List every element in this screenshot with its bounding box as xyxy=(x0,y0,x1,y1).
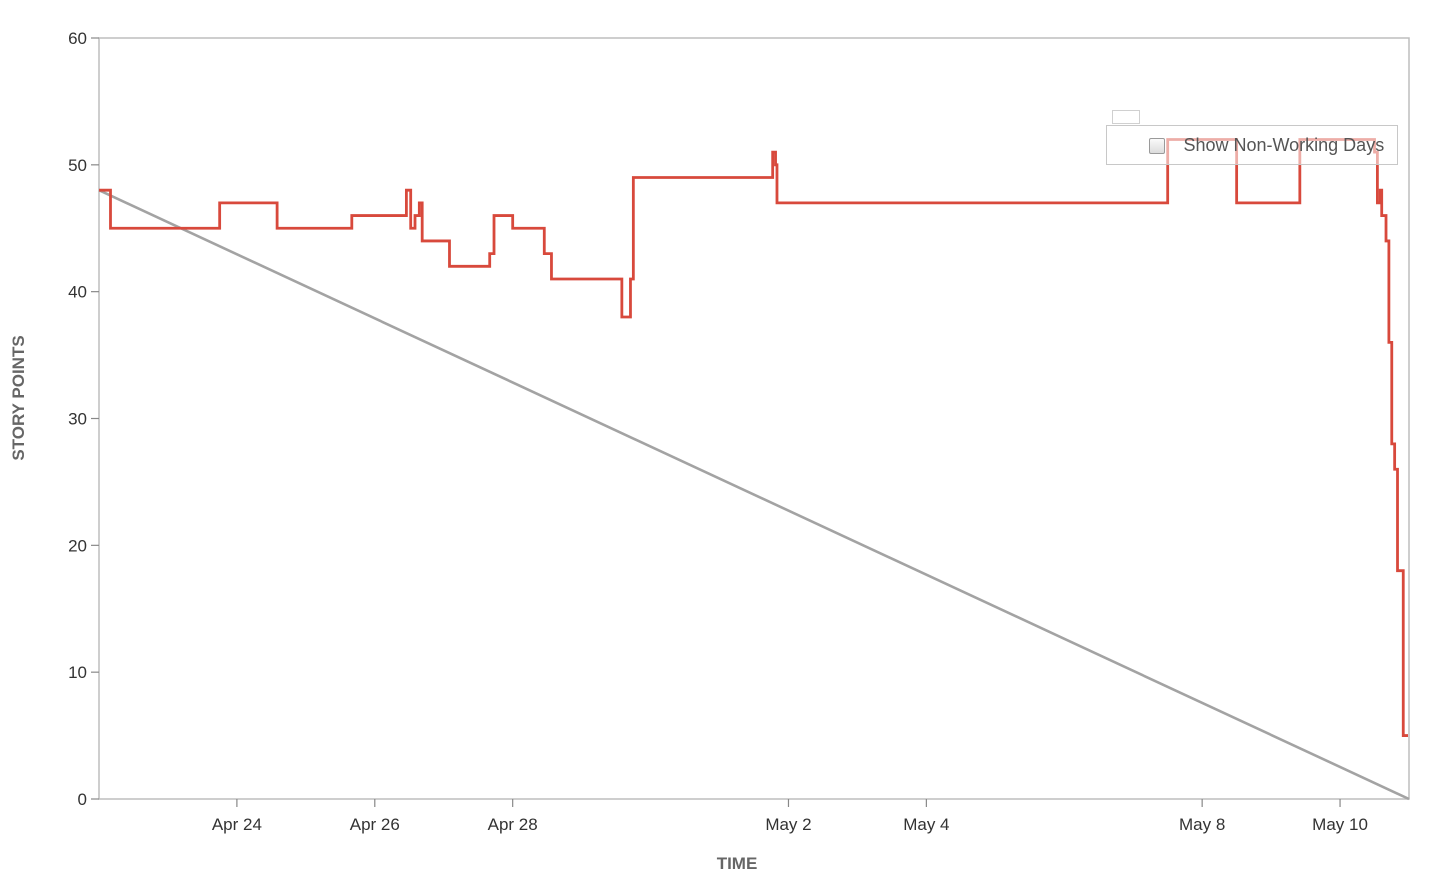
x-axis-ticks: Apr 24 Apr 26 Apr 28 May 2 May 4 May 8 May 10 xyxy=(212,799,1368,834)
y-axis-title: STORY POINTS xyxy=(9,335,28,460)
remaining-values-layer xyxy=(99,138,1408,737)
y-tick-label: 30 xyxy=(68,410,87,429)
remaining-series-line xyxy=(99,138,1408,737)
non-working-days-checkbox[interactable] xyxy=(1149,137,1165,154)
y-tick-label: 20 xyxy=(68,536,87,555)
x-axis-title: TIME xyxy=(717,854,758,873)
legend-panel: Show Non-Working Days xyxy=(1106,125,1398,165)
non-working-days-toggle[interactable]: Show Non-Working Days xyxy=(1149,135,1384,156)
x-tick-label: May 4 xyxy=(903,815,949,834)
y-tick-label: 50 xyxy=(68,156,87,175)
y-tick-label: 40 xyxy=(68,283,87,302)
non-working-days-label: Show Non-Working Days xyxy=(1183,135,1385,155)
x-tick-label: Apr 26 xyxy=(350,815,400,834)
guide-line-layer xyxy=(98,189,1410,801)
y-tick-label: 10 xyxy=(68,663,87,682)
x-tick-label: May 8 xyxy=(1179,815,1225,834)
y-axis-ticks: 0 10 20 30 40 50 60 xyxy=(68,29,99,809)
x-tick-label: Apr 24 xyxy=(212,815,262,834)
x-tick-label: Apr 28 xyxy=(488,815,538,834)
guideline-series-line xyxy=(98,189,1410,801)
x-tick-label: May 2 xyxy=(765,815,811,834)
legend-ghost-artifact xyxy=(1112,110,1202,124)
ghost-checkbox xyxy=(1112,110,1140,124)
y-tick-label: 60 xyxy=(68,29,87,48)
x-tick-label: May 10 xyxy=(1312,815,1368,834)
y-tick-label: 0 xyxy=(78,790,87,809)
